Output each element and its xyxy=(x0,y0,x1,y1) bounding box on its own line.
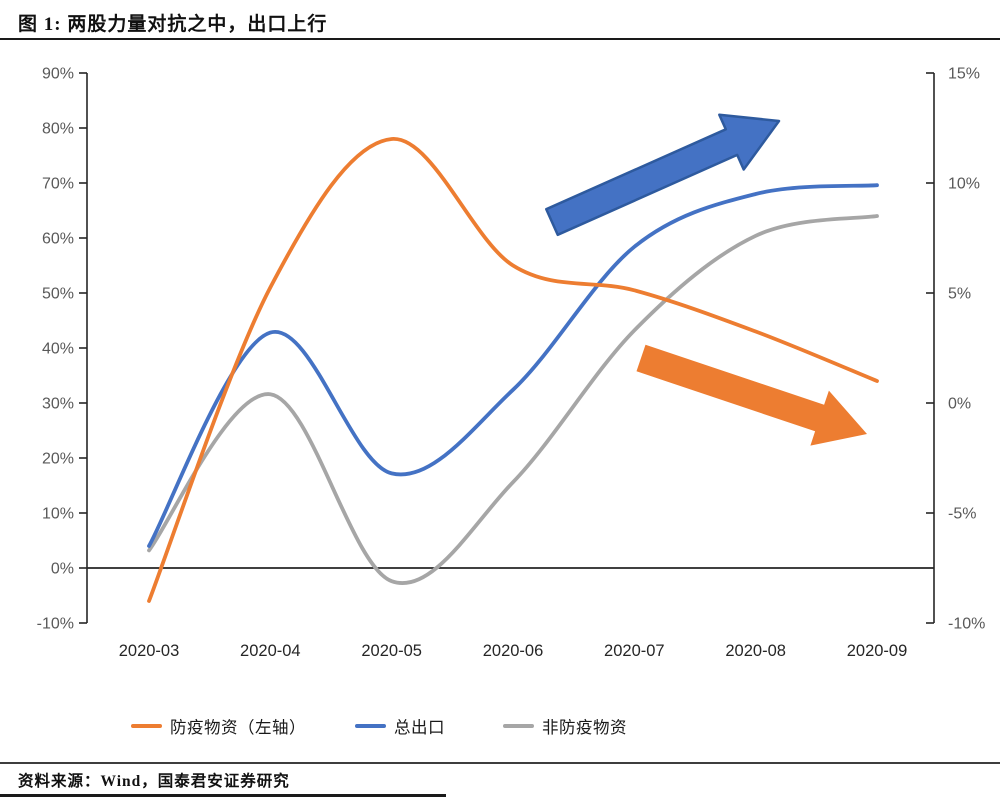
x-axis-label: 2020-04 xyxy=(240,642,301,660)
right-axis-tick-label: -5% xyxy=(948,506,976,523)
left-axis-tick-label: 50% xyxy=(42,286,74,303)
left-axis-tick-label: 70% xyxy=(42,176,74,193)
x-axis-label: 2020-06 xyxy=(483,642,544,660)
up-trend-arrow xyxy=(545,113,781,237)
bottom-divider xyxy=(0,794,446,797)
source-divider xyxy=(0,762,1000,764)
x-axis-label: 2020-07 xyxy=(604,642,665,660)
left-axis-tick-label: 40% xyxy=(42,341,74,358)
legend-item-non-epidemic: 非防疫物资 xyxy=(503,714,627,738)
left-axis-tick-label: 80% xyxy=(42,121,74,138)
left-axis-tick-label: 30% xyxy=(42,396,74,413)
down-trend-arrow xyxy=(636,344,867,446)
left-axis-tick-label: 20% xyxy=(42,451,74,468)
legend-label: 非防疫物资 xyxy=(542,719,627,737)
series-total-exports xyxy=(147,183,879,548)
left-axis-tick-label: 0% xyxy=(51,561,74,578)
left-axis-tick-label: 10% xyxy=(42,506,74,523)
legend-label: 防疫物资（左轴） xyxy=(170,719,306,737)
line-chart: 90% 80% 70% 60% 50% 40% 30% 20% 10% 0% -10% 15% 10% 5… xyxy=(0,40,1000,700)
left-axis-tick-label: 90% xyxy=(42,66,74,83)
legend-swatch-gray xyxy=(503,724,534,728)
chart-canvas: 90% 80% 70% 60% 50% 40% 30% 20% 10% 0% -10% 15% 10% 5… xyxy=(37,66,986,661)
figure-title: 图 1: 两股力量对抗之中，出口上行 xyxy=(18,14,328,35)
right-axis-tick-label: 15% xyxy=(948,66,980,83)
right-axis-tick-label: 0% xyxy=(948,396,971,413)
x-axis-label: 2020-09 xyxy=(847,642,908,660)
right-axis-tick-label: 10% xyxy=(948,176,980,193)
x-axis-label: 2020-08 xyxy=(725,642,786,660)
left-axis-tick-label: 60% xyxy=(42,231,74,248)
title-divider xyxy=(0,38,1000,40)
legend-swatch-orange xyxy=(131,724,162,728)
chart-legend: 防疫物资（左轴） 总出口 非防疫物资 xyxy=(0,714,1000,740)
left-axis-tick-label: -10% xyxy=(37,616,74,633)
legend-swatch-blue xyxy=(355,724,386,728)
legend-item-epidemic-supplies: 防疫物资（左轴） xyxy=(131,714,306,738)
x-axis-label: 2020-03 xyxy=(119,642,180,660)
legend-label: 总出口 xyxy=(394,719,445,737)
x-axis-label: 2020-05 xyxy=(361,642,422,660)
right-axis-tick-label: 5% xyxy=(948,286,971,303)
right-axis-tick-label: -10% xyxy=(948,616,985,633)
legend-item-total-exports: 总出口 xyxy=(355,714,445,738)
series-epidemic-supplies xyxy=(147,137,879,603)
series-non-epidemic xyxy=(147,214,879,585)
source-note: 资料来源：Wind，国泰君安证券研究 xyxy=(18,773,290,790)
